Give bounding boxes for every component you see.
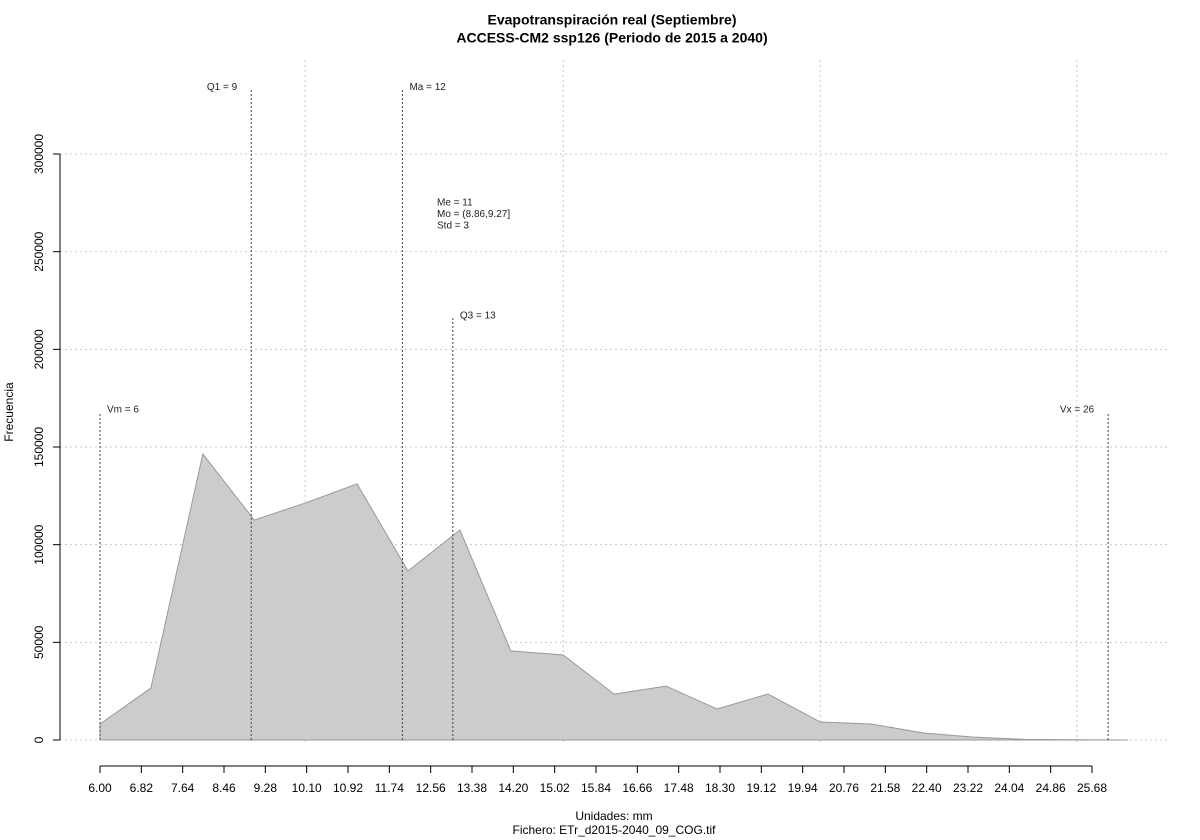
annotation-label: Q1 = 9 [207,82,238,93]
x-tick-label: 6.00 [88,781,112,795]
x-axis-label: Unidades: mm [575,809,652,823]
x-tick-label: 20.76 [829,781,859,795]
x-tick-label: 22.40 [912,781,942,795]
x-tick-label: 25.68 [1077,781,1107,795]
y-axis-label: Frecuencia [2,382,16,442]
chart-subtitle: ACCESS-CM2 ssp126 (Periodo de 2015 a 204… [456,30,767,46]
x-tick-label: 6.82 [130,781,154,795]
x-tick-label: 10.10 [292,781,322,795]
x-tick-label: 21.58 [870,781,900,795]
x-tick-label: 15.02 [540,781,570,795]
x-tick-label: 7.64 [171,781,195,795]
y-tick-label: 100000 [32,524,46,564]
x-tick-label: 14.20 [498,781,528,795]
x-tick-label: 23.22 [953,781,983,795]
y-tick-label: 250000 [32,231,46,271]
annotation-label: Q3 = 13 [460,311,496,322]
stats-label: Me = 11 [437,198,473,209]
y-tick-label: 150000 [32,427,46,467]
y-tick-label: 50000 [32,625,46,659]
area [99,452,1129,741]
x-tick-label: 12.56 [416,781,446,795]
x-tick-label: 13.38 [457,781,487,795]
y-tick-label: 300000 [32,134,46,174]
x-tick-label: 15.84 [581,781,611,795]
x-tick-label: 18.30 [705,781,735,795]
x-tick-label: 10.92 [333,781,363,795]
annotation-label: Ma = 12 [409,82,446,93]
x-tick-label: 19.12 [746,781,776,795]
x-tick-label: 17.48 [664,781,694,795]
footer: Fichero: ETr_d2015-2040_09_COG.tif [513,823,717,837]
annotation-label: Vm = 6 [107,404,139,415]
x-tick-label: 16.66 [622,781,652,795]
stats-label: Mo = (8.86,9.27] [437,209,510,220]
y-tick-label: 200000 [32,329,46,369]
x-tick-label: 24.04 [994,781,1024,795]
x-tick-label: 19.94 [788,781,818,795]
x-tick-label: 9.28 [254,781,278,795]
y-tick-label: 0 [32,736,46,743]
chart-title: Evapotranspiración real (Septiembre) [488,12,737,28]
stats-label: Std = 3 [437,221,469,232]
annotation-label: Vx = 26 [1060,404,1095,415]
x-tick-label: 8.46 [212,781,236,795]
x-tick-label: 11.74 [375,781,404,795]
x-tick-label: 24.86 [1036,781,1066,795]
